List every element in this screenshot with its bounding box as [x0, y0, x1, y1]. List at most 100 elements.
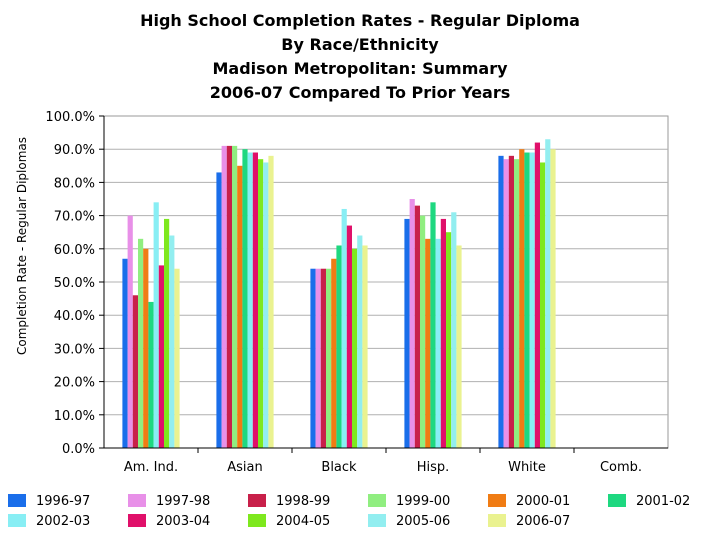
bar — [153, 202, 159, 448]
x-tick-label: White — [508, 460, 546, 475]
chart-title: High School Completion Rates - Regular D… — [140, 11, 580, 102]
y-tick-label: 20.0% — [54, 376, 95, 391]
legend-item: 1999-00 — [368, 494, 450, 509]
bar — [446, 232, 452, 448]
bar — [519, 149, 525, 448]
legend-swatch — [248, 494, 266, 507]
bar — [221, 145, 227, 448]
bar — [514, 159, 520, 448]
bar — [232, 145, 238, 448]
bar — [435, 238, 441, 448]
y-tick-label: 60.0% — [54, 243, 95, 258]
y-tick-label: 70.0% — [54, 210, 95, 225]
legend-swatch — [8, 494, 26, 507]
chart-title-line-3: Madison Metropolitan: Summary — [212, 59, 508, 78]
bar — [336, 245, 342, 448]
legend-item: 2003-04 — [128, 514, 210, 529]
legend-item: 1996-97 — [8, 494, 90, 509]
bar — [164, 218, 170, 448]
bar — [503, 159, 509, 448]
legend-label: 2000-01 — [516, 494, 570, 509]
bar — [524, 152, 530, 448]
legend-label: 1996-97 — [36, 494, 90, 509]
bar — [331, 258, 337, 448]
bar — [237, 165, 243, 449]
bar — [252, 152, 258, 448]
bar — [352, 248, 358, 448]
legend-swatch — [368, 514, 386, 527]
legend-label: 1999-00 — [396, 494, 450, 509]
legend-label: 2001-02 — [636, 494, 690, 509]
bar — [169, 235, 175, 448]
bar — [430, 202, 436, 448]
bar — [263, 162, 269, 449]
bar — [341, 208, 347, 448]
bar — [247, 152, 253, 448]
legend-label: 2004-05 — [276, 514, 330, 529]
legend-swatch — [8, 514, 26, 527]
bar — [226, 145, 232, 448]
legend-swatch — [368, 494, 386, 507]
bar — [420, 215, 426, 448]
bar — [158, 265, 164, 448]
bar — [498, 155, 504, 448]
bar — [258, 159, 264, 448]
bar — [425, 238, 431, 448]
chart-title-line-2: By Race/Ethnicity — [281, 35, 439, 54]
legend-item: 2000-01 — [488, 494, 570, 509]
legend-item: 2002-03 — [8, 514, 90, 529]
legend-swatch — [488, 514, 506, 527]
y-tick-label: 100.0% — [45, 110, 95, 125]
bar — [409, 199, 415, 448]
legend-item: 2004-05 — [248, 514, 330, 529]
bar — [456, 245, 462, 448]
legend-item: 1997-98 — [128, 494, 210, 509]
bar — [326, 268, 332, 448]
plot-area: 0.0% 10.0% 20.0% 30.0% 40.0% 50.0% 60.0% 70.0% 8… — [45, 110, 669, 475]
y-axis-title: Completion Rate - Regular Diplomas — [15, 137, 29, 355]
bar — [362, 245, 368, 448]
y-tick-label: 40.0% — [54, 309, 95, 324]
legend-swatch — [608, 494, 626, 507]
legend-swatch — [128, 514, 146, 527]
x-tick-label: Black — [321, 460, 357, 475]
legend-label: 2002-03 — [36, 514, 90, 529]
chart-title-line-1: High School Completion Rates - Regular D… — [140, 11, 580, 30]
bar — [216, 172, 222, 448]
legend-label: 2003-04 — [156, 514, 210, 529]
legend-item: 2005-06 — [368, 514, 450, 529]
legend-label: 1997-98 — [156, 494, 210, 509]
legend-item: 1998-99 — [248, 494, 330, 509]
legend-swatch — [128, 494, 146, 507]
y-tick-label: 0.0% — [62, 442, 95, 457]
bar — [540, 162, 546, 449]
legend-label: 2006-07 — [516, 514, 570, 529]
bar — [320, 268, 326, 448]
y-tick-label: 90.0% — [54, 143, 95, 158]
bar — [451, 212, 457, 448]
bar — [138, 238, 144, 448]
y-tick-label: 50.0% — [54, 276, 95, 291]
bar — [122, 258, 128, 448]
bar — [148, 301, 154, 448]
bar — [404, 218, 410, 448]
bar — [545, 139, 551, 449]
bar — [414, 205, 420, 448]
legend-swatch — [488, 494, 506, 507]
legend-item: 2006-07 — [488, 514, 570, 529]
chart-title-line-4: 2006-07 Compared To Prior Years — [210, 83, 511, 102]
legend: 1996-97 1997-98 1998-99 1999-00 2000-01 2001-… — [8, 494, 690, 529]
bar — [550, 149, 556, 448]
bar — [346, 225, 352, 448]
x-tick-label: Asian — [227, 460, 262, 475]
x-tick-label: Hisp. — [417, 460, 450, 475]
bar — [440, 218, 446, 448]
bar — [268, 155, 274, 448]
y-tick-label: 30.0% — [54, 342, 95, 357]
bar — [174, 268, 180, 448]
x-tick-label: Comb. — [600, 460, 642, 475]
bar — [357, 235, 363, 448]
bar — [127, 215, 133, 448]
legend-swatch — [248, 514, 266, 527]
